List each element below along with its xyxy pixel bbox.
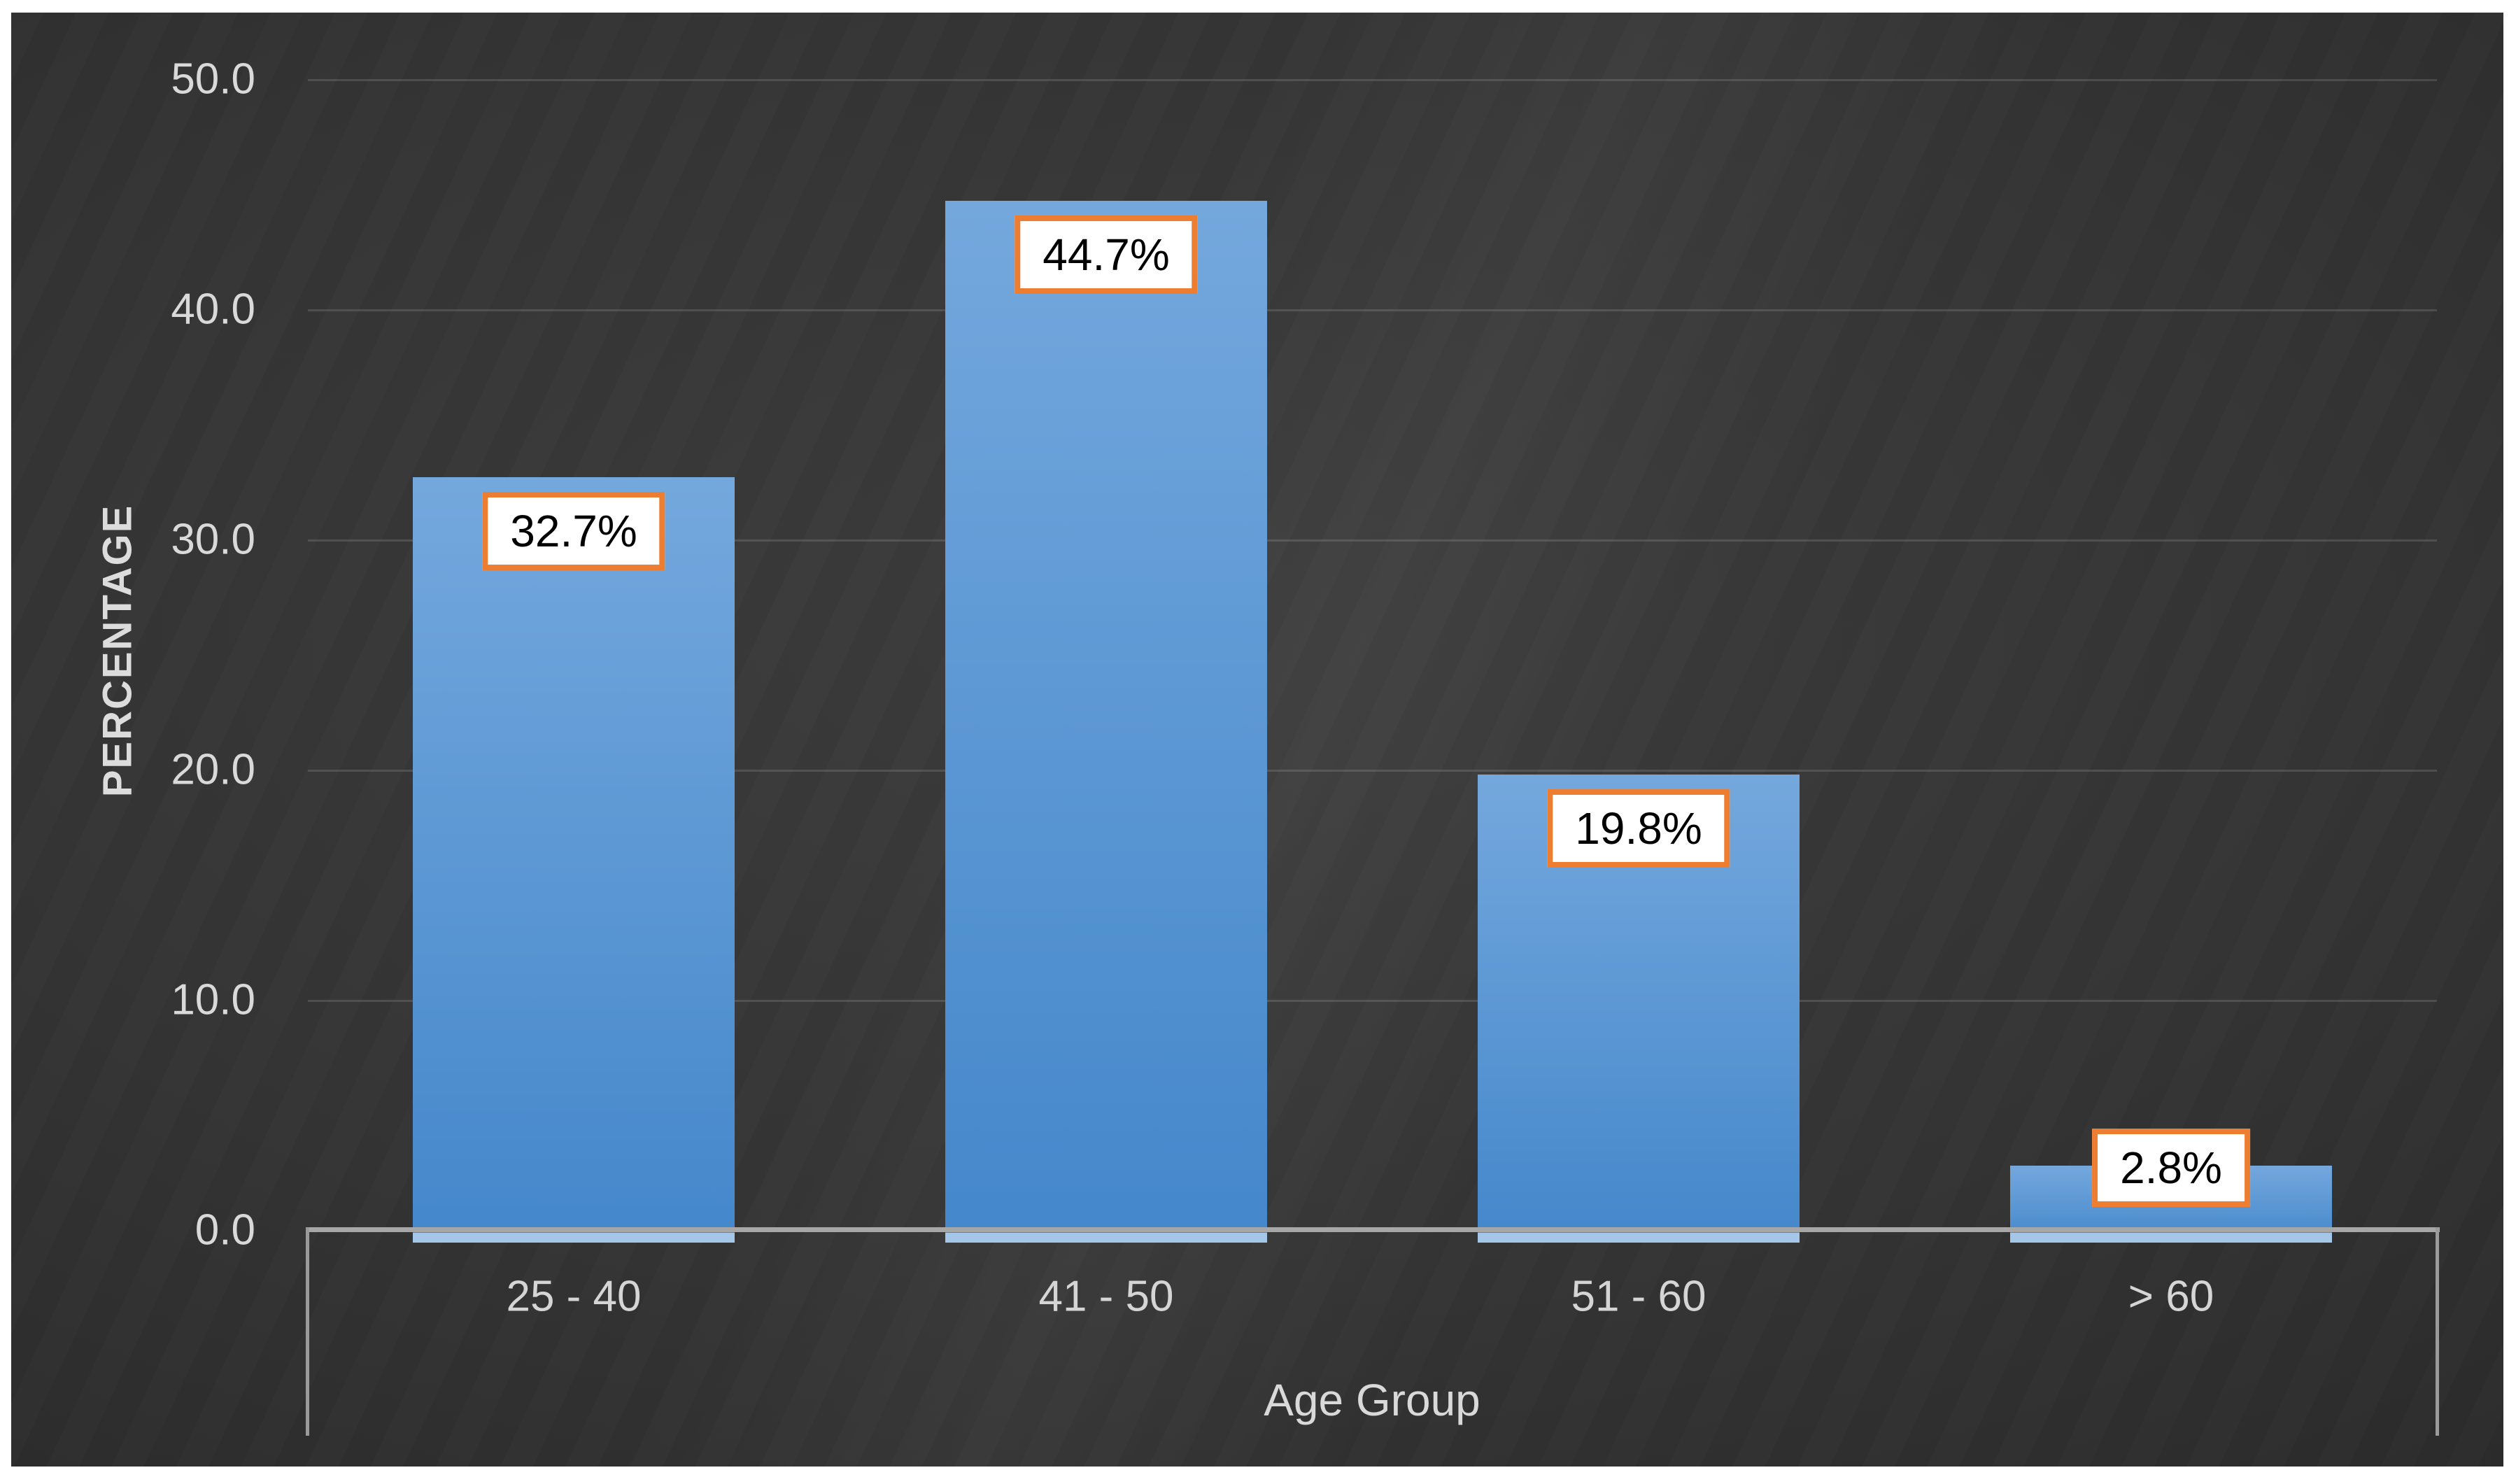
category-label: 25 - 40 xyxy=(506,1272,642,1321)
y-tick-label: 50.0 xyxy=(171,55,255,104)
bar-foot-highlight xyxy=(413,1233,735,1243)
y-axis-title: PERCENTAGE xyxy=(94,504,141,798)
data-label: 2.8% xyxy=(2092,1129,2250,1207)
y-tick-label: 20.0 xyxy=(171,745,255,794)
x-axis-line xyxy=(306,1227,2440,1232)
gridline-30 xyxy=(308,539,2437,542)
bar-foot-highlight xyxy=(2010,1233,2332,1243)
chart-canvas: 0.0 10.0 20.0 30.0 40.0 50.0 25 - 40 41 - 50 51… xyxy=(11,13,2503,1467)
frame-left-border xyxy=(306,1227,309,1436)
category-label: > 60 xyxy=(2128,1272,2214,1321)
category-label: 51 - 60 xyxy=(1571,1272,1706,1321)
data-label: 44.7% xyxy=(1015,215,1198,294)
y-tick-label: 0.0 xyxy=(195,1206,255,1255)
gridline-50 xyxy=(308,79,2437,81)
x-axis-title: Age Group xyxy=(1264,1375,1480,1425)
y-tick-label: 30.0 xyxy=(171,515,255,564)
y-tick-label: 40.0 xyxy=(171,285,255,334)
bar-foot-highlight xyxy=(1478,1233,1800,1243)
data-label: 32.7% xyxy=(482,492,665,570)
data-label: 19.8% xyxy=(1547,789,1730,868)
bar-25-40 xyxy=(413,477,735,1243)
gridline-20 xyxy=(308,770,2437,772)
frame-right-border xyxy=(2436,1227,2439,1436)
gridline-40 xyxy=(308,309,2437,311)
bar-foot-highlight xyxy=(945,1233,1267,1243)
y-tick-label: 10.0 xyxy=(171,975,255,1024)
gridline-10 xyxy=(308,1000,2437,1002)
category-label: 41 - 50 xyxy=(1038,1272,1174,1321)
bar-41-50 xyxy=(945,201,1267,1243)
